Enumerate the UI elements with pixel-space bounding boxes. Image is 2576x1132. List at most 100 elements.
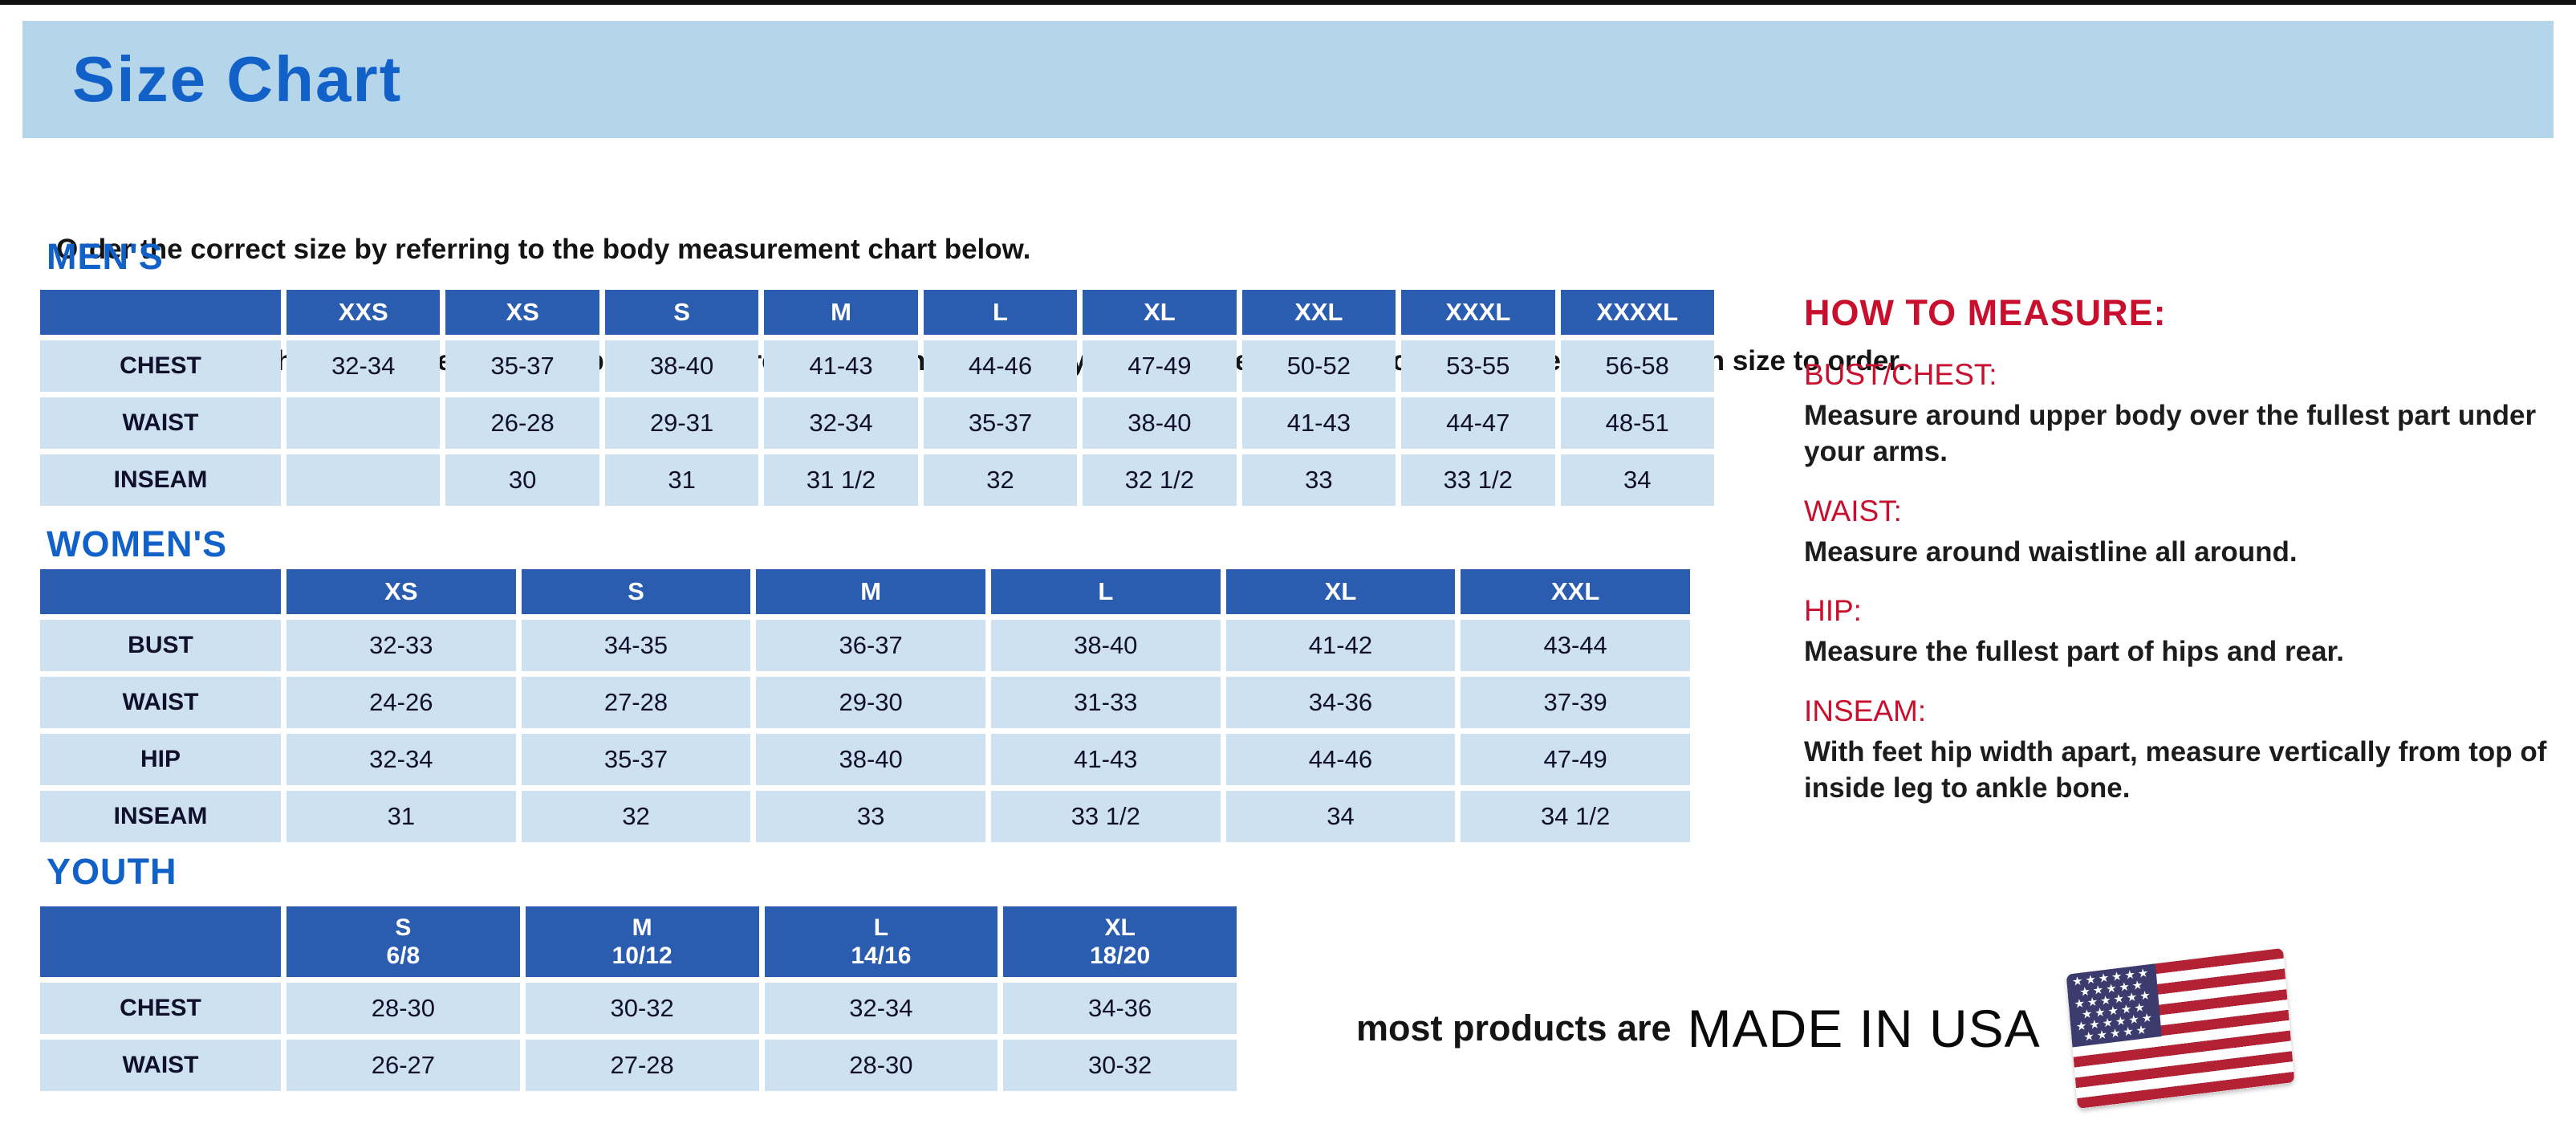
measure-heading: BUST/CHEST: — [1804, 358, 1997, 391]
column-header: M — [764, 290, 918, 335]
size-cell: 53-55 — [1401, 340, 1555, 392]
size-cell: 33 — [756, 791, 985, 842]
row-label: WAIST — [40, 397, 281, 449]
size-cell: 47-49 — [1083, 340, 1237, 392]
size-cell: 32 — [923, 454, 1078, 506]
row-label: INSEAM — [40, 454, 281, 506]
table-row: CHEST 32-34 35-37 38-40 41-43 44-46 47-49 50-52… — [40, 340, 1714, 392]
size-cell: 34 — [1560, 454, 1714, 506]
size-cell: 35-37 — [521, 734, 751, 785]
size-cell: 34-35 — [521, 620, 751, 671]
size-cell: 26-28 — [445, 397, 599, 449]
size-cell: 43-44 — [1461, 620, 1690, 671]
measure-heading: WAIST: — [1804, 494, 1902, 527]
table-row: BUST 32-33 34-35 36-37 38-40 41-42 43-44 — [40, 620, 1690, 671]
size-cell: 50-52 — [1241, 340, 1396, 392]
size-cell: 29-30 — [756, 677, 985, 728]
size-cell: 34-36 — [1225, 677, 1456, 728]
size-cell: 41-43 — [764, 340, 918, 392]
page-banner: Size Chart — [22, 21, 2554, 138]
row-label: INSEAM — [40, 791, 281, 842]
size-cell: 32-34 — [764, 397, 918, 449]
column-header: XXL — [1461, 569, 1690, 614]
size-cell: 35-37 — [923, 397, 1078, 449]
size-cell: 38-40 — [756, 734, 985, 785]
size-cell: 32-33 — [286, 620, 516, 671]
column-header: S — [604, 290, 759, 335]
size-cell: 27-28 — [521, 677, 751, 728]
column-header: L — [990, 569, 1221, 614]
size-cell: 32-34 — [764, 983, 998, 1034]
size-table: S 6/8 M 10/12 L 14/16 XL 18/20 CHEST 28-30 30-… — [35, 901, 1242, 1097]
size-cell: 47-49 — [1461, 734, 1690, 785]
column-header: XS — [286, 569, 516, 614]
section-title-womens: WOMEN'S — [47, 523, 228, 564]
size-cell: 28-30 — [286, 983, 520, 1034]
column-header: S 6/8 — [286, 906, 520, 977]
measure-text: With feet hip width apart, measure verti… — [1804, 736, 2547, 804]
size-cell: 41-43 — [1241, 397, 1396, 449]
size-cell: 33 1/2 — [990, 791, 1221, 842]
intro-line-1: Order the correct size by referring to t… — [56, 234, 1031, 266]
table-row: INSEAM 31 32 33 33 1/2 34 34 1/2 — [40, 791, 1690, 842]
size-cell: 34 — [1225, 791, 1456, 842]
size-cell: 31-33 — [990, 677, 1221, 728]
how-to-measure-panel: HOW TO MEASURE: BUST/CHEST: Measure aroun… — [1804, 292, 2574, 807]
column-header: XS — [445, 290, 599, 335]
size-cell: 44-46 — [923, 340, 1078, 392]
row-label: WAIST — [40, 1040, 281, 1091]
size-cell: 32-34 — [286, 734, 516, 785]
column-header: M — [756, 569, 985, 614]
size-cell: 33 — [1241, 454, 1396, 506]
size-cell: 34 1/2 — [1461, 791, 1690, 842]
youth-size-table: S 6/8 M 10/12 L 14/16 XL 18/20 CHEST 28-30 30-… — [35, 901, 1242, 1097]
size-cell: 35-37 — [445, 340, 599, 392]
page-title: Size Chart — [72, 43, 403, 115]
size-cell: 48-51 — [1560, 397, 1714, 449]
corner-cell — [40, 290, 281, 335]
made-in-usa-text: MADE IN USA — [1687, 999, 2041, 1058]
measure-heading: HIP: — [1804, 594, 1862, 628]
corner-cell — [40, 906, 281, 977]
size-cell — [286, 454, 441, 506]
size-cell: 44-47 — [1401, 397, 1555, 449]
how-to-measure-title: HOW TO MEASURE: — [1804, 292, 2167, 333]
flag-canton: ★★★★★★ ★★★★★ ★★★★★★ ★★★★★ ★★★★★★ ★★★★★ — [2066, 963, 2162, 1048]
size-cell: 24-26 — [286, 677, 516, 728]
column-header: XXXXL — [1560, 290, 1714, 335]
size-cell: 26-27 — [286, 1040, 520, 1091]
size-cell: 56-58 — [1560, 340, 1714, 392]
column-header: XL 18/20 — [1003, 906, 1237, 977]
size-cell: 32 — [521, 791, 751, 842]
size-cell: 41-42 — [1225, 620, 1456, 671]
size-cell: 44-46 — [1225, 734, 1456, 785]
size-cell: 41-43 — [990, 734, 1221, 785]
column-header: M 10/12 — [525, 906, 759, 977]
size-cell: 38-40 — [604, 340, 759, 392]
table-row: INSEAM 30 31 31 1/2 32 32 1/2 33 33 1/2 34 — [40, 454, 1714, 506]
column-header: S — [521, 569, 751, 614]
size-cell: 32-34 — [286, 340, 441, 392]
size-cell: 30-32 — [525, 983, 759, 1034]
size-cell: 37-39 — [1461, 677, 1690, 728]
table-row: WAIST 26-27 27-28 28-30 30-32 — [40, 1040, 1237, 1091]
column-header: XXL — [1241, 290, 1396, 335]
size-cell: 32 1/2 — [1083, 454, 1237, 506]
table-row: HIP 32-34 35-37 38-40 41-43 44-46 47-49 — [40, 734, 1690, 785]
size-cell: 27-28 — [525, 1040, 759, 1091]
size-table: XXS XS S M L XL XXL XXXL XXXXL CHEST 32-34 35-37 38-… — [35, 284, 1720, 511]
measure-text: Measure around waistline all around. — [1804, 535, 2298, 568]
column-header: XXXL — [1401, 290, 1555, 335]
row-label: CHEST — [40, 340, 281, 392]
column-header: L 14/16 — [764, 906, 998, 977]
mens-size-table: XXS XS S M L XL XXL XXXL XXXXL CHEST 32-34 35-37 38-… — [35, 284, 1720, 511]
size-table: XS S M L XL XXL BUST 32-33 34-35 36-37 38-40 41-42 4… — [35, 564, 1696, 848]
measure-heading: INSEAM: — [1804, 694, 1927, 728]
size-cell: 30 — [445, 454, 599, 506]
row-label: BUST — [40, 620, 281, 671]
section-title-youth: YOUTH — [47, 851, 177, 892]
size-cell: 28-30 — [764, 1040, 998, 1091]
column-header: XL — [1083, 290, 1237, 335]
corner-cell — [40, 569, 281, 614]
